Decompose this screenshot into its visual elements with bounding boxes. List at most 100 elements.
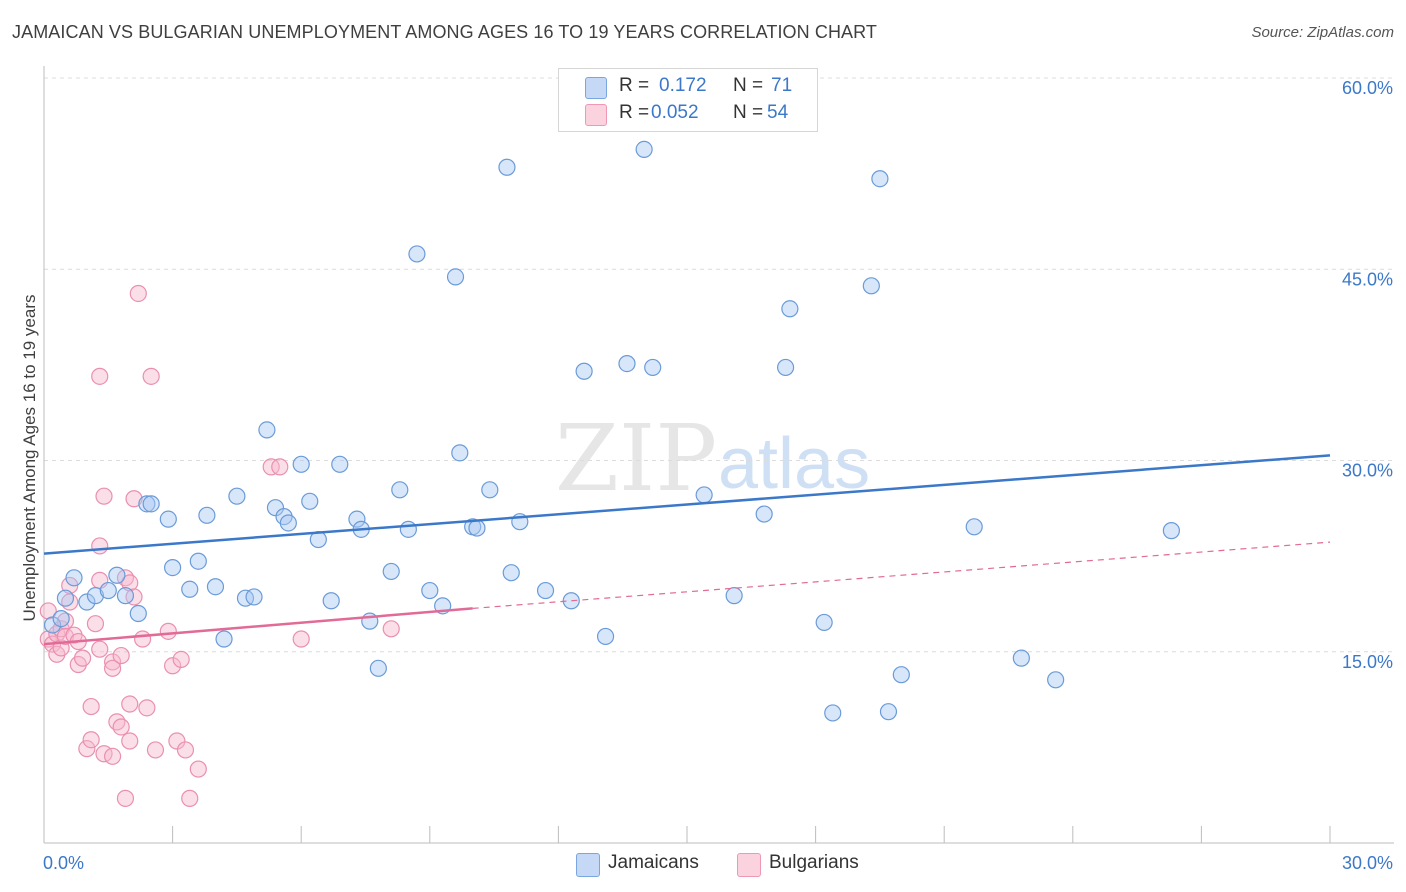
data-point (391, 481, 409, 499)
data-point (215, 630, 233, 648)
data-point (103, 747, 122, 765)
data-point (176, 741, 195, 759)
data-point (596, 627, 615, 646)
data-point (78, 740, 96, 758)
legend-r-label: R = (619, 75, 650, 96)
source-label: Source: ZipAtlas.com (1251, 24, 1394, 41)
data-point (301, 492, 319, 510)
data-point (892, 666, 910, 684)
chart-title: JAMAICAN VS BULGARIAN UNEMPLOYMENT AMONG… (12, 22, 878, 42)
bulgarians-points (39, 284, 400, 807)
data-point (142, 367, 160, 385)
tick-labels: 15.0% 30.0% 45.0% 60.0% 0.0% 30.0% (43, 78, 1393, 873)
data-point (421, 581, 439, 600)
data-point (82, 697, 100, 716)
data-point (468, 519, 486, 537)
legend-r-value: 0.052 (651, 102, 699, 123)
trend-line (472, 541, 1331, 609)
data-point (121, 574, 139, 592)
data-point (871, 170, 889, 188)
bottom-legend-label-bulgarians: Bulgarians (769, 852, 859, 873)
data-point (189, 760, 207, 778)
data-point (1012, 649, 1030, 667)
data-point (103, 653, 122, 671)
data-point (138, 495, 156, 513)
data-point (498, 158, 516, 176)
data-point (755, 505, 773, 523)
data-point (43, 616, 62, 634)
trend-line (43, 454, 1331, 555)
data-point (644, 358, 662, 377)
data-point (292, 455, 310, 473)
data-point (116, 789, 135, 807)
data-point (181, 580, 199, 598)
legend-n-value: 54 (767, 102, 789, 123)
data-point (862, 277, 880, 295)
data-point (103, 659, 122, 677)
data-point (292, 630, 310, 648)
legend-r-label: R = (619, 102, 650, 123)
data-point (189, 552, 207, 570)
data-point (129, 604, 147, 623)
data-point (86, 615, 105, 633)
data-point (369, 659, 387, 677)
data-point (965, 518, 983, 536)
data-point (121, 695, 139, 713)
data-point (65, 569, 83, 587)
data-point (271, 458, 289, 476)
data-point (879, 703, 898, 721)
data-point (164, 657, 182, 675)
data-point (536, 581, 555, 600)
correlation-legend: R = 0.172 N = 71 R = 0.052 N = 54 (558, 68, 818, 132)
axes (43, 66, 1394, 844)
data-point (815, 613, 833, 632)
data-point (99, 581, 117, 600)
data-point (142, 495, 160, 513)
data-point (78, 593, 96, 611)
y-tick-label: 15.0% (1342, 652, 1393, 672)
watermark-atlas: atlas (718, 424, 870, 504)
data-point (322, 592, 340, 610)
data-point (258, 421, 276, 439)
legend-n-label: N = (733, 102, 764, 123)
data-point (725, 587, 743, 605)
data-point (56, 627, 75, 646)
data-point (39, 602, 57, 620)
data-point (382, 562, 400, 581)
trend-lines (43, 454, 1331, 646)
y-tick-label: 60.0% (1342, 78, 1393, 98)
y-tick-label: 45.0% (1342, 269, 1393, 289)
bottom-legend-swatch-bulgarians (737, 853, 761, 877)
data-point (82, 731, 100, 749)
data-point (331, 455, 349, 473)
data-point (91, 367, 109, 385)
data-point (86, 587, 105, 605)
data-point (781, 300, 799, 318)
data-point (125, 490, 143, 508)
legend-swatch-bulgarians (585, 104, 607, 126)
data-point (133, 630, 152, 648)
data-point (95, 487, 113, 505)
data-point (206, 578, 225, 596)
bottom-legend-label-jamaicans: Jamaicans (608, 852, 699, 873)
data-point (502, 564, 520, 582)
data-point (446, 268, 465, 286)
data-point (399, 520, 417, 538)
data-point (575, 362, 593, 380)
bottom-legend-swatch-jamaicans (576, 853, 600, 877)
data-point (1047, 671, 1065, 689)
data-point (52, 609, 70, 628)
legend-swatch-jamaicans (585, 77, 607, 99)
data-point (116, 587, 135, 605)
data-point (695, 486, 713, 504)
data-point (236, 589, 255, 607)
data-point (129, 284, 147, 303)
gridlines (44, 77, 1394, 653)
data-point (776, 358, 795, 377)
legend-r-value: 0.172 (659, 75, 707, 96)
legend-n-label: N = (733, 75, 764, 96)
data-point (138, 699, 156, 717)
data-point (181, 789, 199, 807)
data-point (125, 588, 143, 606)
